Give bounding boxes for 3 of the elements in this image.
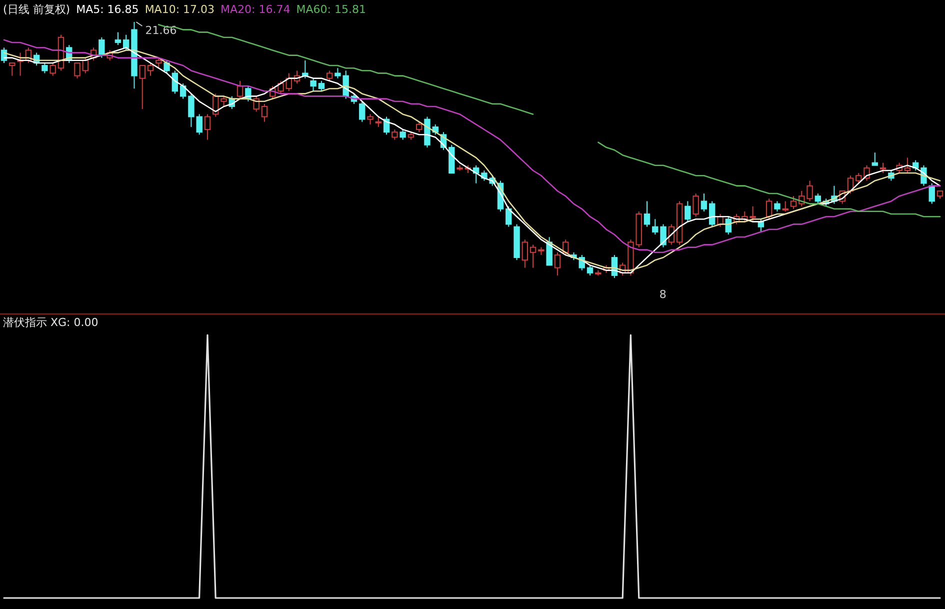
title: 潜伏指示 XG: 0.00 [3,316,98,329]
title: (日线 前复权) [3,3,70,16]
annotation: 8 [659,288,666,301]
